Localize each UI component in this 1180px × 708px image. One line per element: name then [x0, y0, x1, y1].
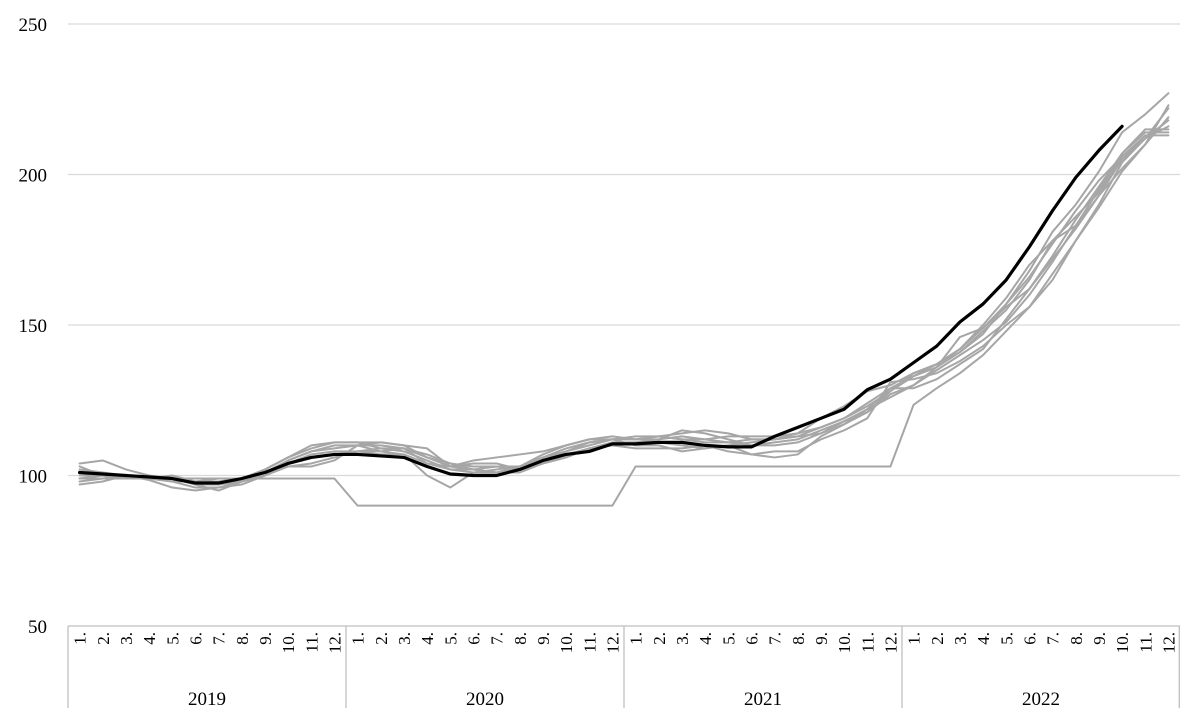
x-tick-label: 3. — [117, 632, 136, 645]
x-tick-label: 11. — [1136, 632, 1155, 653]
gridlines — [68, 23, 1180, 477]
x-tick-label: 2. — [372, 632, 391, 645]
x-tick-label: 1. — [349, 632, 368, 645]
x-tick-label: 1. — [71, 632, 90, 645]
x-tick-label: 10. — [279, 632, 298, 653]
x-tick-label: 6. — [1020, 632, 1039, 645]
x-tick-label: 10. — [557, 632, 576, 653]
x-tick-label: 7. — [210, 632, 229, 645]
x-tick-label: 1. — [905, 632, 924, 645]
x-tick-label: 2. — [928, 632, 947, 645]
x-tick-label: 9. — [1090, 632, 1109, 645]
x-tick-label: 3. — [395, 632, 414, 645]
highlight-series-line — [77, 124, 1124, 485]
x-tick-label: 5. — [441, 632, 460, 645]
series-line — [78, 92, 1170, 492]
x-tick-label: 12. — [1159, 632, 1178, 653]
x-tick-label: 7. — [766, 632, 785, 645]
x-tick-label: 11. — [858, 632, 877, 653]
x-tick-label: 12. — [603, 632, 622, 653]
x-tick-label: 10. — [1113, 632, 1132, 653]
x-tick-label: 11. — [580, 632, 599, 653]
x-tick-label: 9. — [812, 632, 831, 645]
year-label: 2022 — [1022, 689, 1060, 708]
x-tick-label: 2. — [650, 632, 669, 645]
x-tick-label: 12. — [881, 632, 900, 653]
year-label: 2021 — [744, 689, 782, 708]
x-tick-label: 6. — [186, 632, 205, 645]
x-tick-label: 4. — [418, 632, 437, 645]
x-tick-label: 2. — [94, 632, 113, 645]
y-tick-label: 100 — [19, 467, 48, 488]
year-label: 2020 — [466, 689, 504, 708]
x-tick-label: 6. — [742, 632, 761, 645]
series-line — [78, 116, 1170, 489]
x-tick-label: 12. — [325, 632, 344, 653]
x-tick-label: 5. — [163, 632, 182, 645]
x-tick-label: 3. — [951, 632, 970, 645]
highlight-series-group — [77, 124, 1124, 485]
y-tick-label: 50 — [28, 617, 47, 638]
x-tick-label: 4. — [140, 632, 159, 645]
series-line — [78, 107, 1170, 507]
x-tick-label: 7. — [1044, 632, 1063, 645]
y-axis-tick-labels: 50 100 150 200 250 — [19, 15, 48, 638]
x-tick-label: 8. — [511, 632, 530, 645]
year-label: 2019 — [188, 689, 226, 708]
x-tick-label: 5. — [719, 632, 738, 645]
x-tick-label: 11. — [302, 632, 321, 653]
series-line — [78, 104, 1170, 486]
x-tick-label: 8. — [233, 632, 252, 645]
x-tick-label: 9. — [534, 632, 553, 645]
y-tick-label: 150 — [19, 316, 48, 337]
y-tick-label: 200 — [19, 166, 48, 187]
x-tick-label: 9. — [256, 632, 275, 645]
x-tick-label: 4. — [696, 632, 715, 645]
x-tick-label: 6. — [464, 632, 483, 645]
x-tick-label: 4. — [974, 632, 993, 645]
x-tick-label: 7. — [488, 632, 507, 645]
x-tick-label: 8. — [789, 632, 808, 645]
y-tick-label: 250 — [19, 15, 48, 36]
x-tick-label: 3. — [673, 632, 692, 645]
x-tick-label: 1. — [627, 632, 646, 645]
x-tick-label: 5. — [997, 632, 1016, 645]
x-tick-label: 10. — [835, 632, 854, 653]
x-tick-label: 8. — [1067, 632, 1086, 645]
